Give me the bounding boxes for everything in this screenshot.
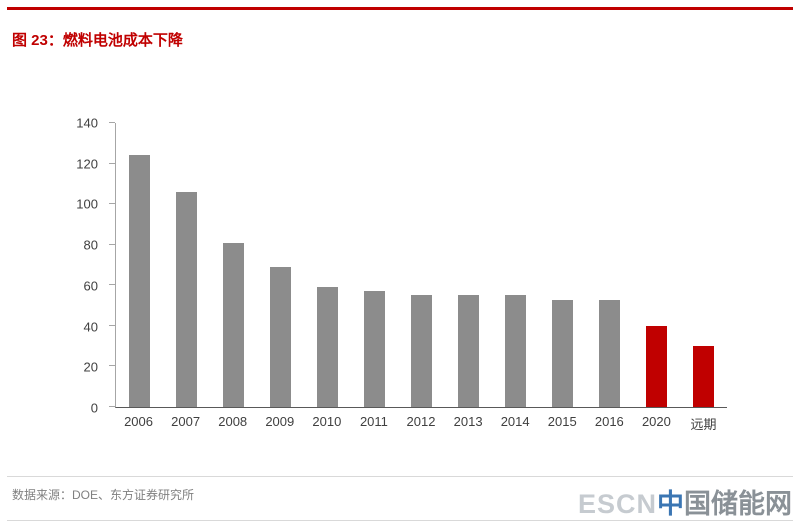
x-tick-label: 2012 — [406, 414, 436, 429]
bar-slot — [586, 123, 633, 407]
bar-2011 — [364, 291, 385, 407]
y-tick-label: 40 — [83, 319, 98, 335]
bar-slot — [539, 123, 586, 407]
plot-area — [109, 122, 727, 408]
bar-2015 — [552, 299, 573, 407]
x-tick-label: 2007 — [171, 414, 201, 429]
bar-slot — [163, 123, 210, 407]
bar-slot — [492, 123, 539, 407]
y-tick-label: 100 — [76, 196, 98, 212]
bar-2009 — [270, 267, 291, 407]
y-tick-label: 60 — [83, 278, 98, 294]
bar-2012 — [411, 295, 432, 407]
y-tick-mark — [109, 284, 115, 286]
y-tick-label: 20 — [83, 359, 98, 375]
bar-2016 — [599, 299, 620, 407]
bar-slot — [398, 123, 445, 407]
y-tick-label: 80 — [83, 237, 98, 253]
x-tick-label: 2008 — [218, 414, 248, 429]
x-axis-labels: 2006 2007 2008 2009 2010 2011 2012 2013 2014 2015… — [115, 414, 727, 433]
bar-2014 — [505, 295, 526, 407]
y-tick-mark — [109, 324, 115, 326]
bar-2013 — [458, 295, 479, 407]
figure-title: 图 23：燃料电池成本下降 — [12, 32, 183, 49]
bar-slot — [257, 123, 304, 407]
x-tick-label: 2014 — [500, 414, 530, 429]
watermark-cn-rest: 国储能网 — [684, 489, 792, 519]
x-tick-label: 2020 — [641, 414, 671, 429]
bar-slot — [304, 123, 351, 407]
bar-slot — [351, 123, 398, 407]
x-tick-label: 2013 — [453, 414, 483, 429]
bar-slot — [445, 123, 492, 407]
bar-2008 — [223, 242, 244, 407]
y-axis: 0 20 40 60 80 100 120 140 — [58, 117, 106, 415]
y-tick-mark — [109, 122, 115, 123]
top-accent-rule — [7, 7, 793, 10]
source-note: 数据来源：DOE、东方证券研究所 — [12, 488, 195, 502]
x-tick-label: 2016 — [594, 414, 624, 429]
x-tick-label: 远期 — [690, 417, 717, 432]
y-tick-marks — [109, 122, 727, 407]
bar-2010 — [317, 287, 338, 407]
x-tick-label: 2009 — [265, 414, 295, 429]
bar-slot — [633, 123, 680, 407]
y-tick-mark — [109, 243, 115, 245]
bar-2006 — [129, 155, 150, 407]
bar-slot — [116, 123, 163, 407]
bar-slot — [210, 123, 257, 407]
watermark-escn-text: ESCN — [577, 489, 657, 519]
bar-2020 — [646, 325, 667, 407]
watermark-cn-first-char: 中 — [657, 489, 684, 519]
footer-divider — [7, 476, 793, 477]
bar-远期 — [693, 346, 714, 407]
y-tick-mark — [109, 162, 115, 164]
y-tick-mark — [109, 406, 115, 407]
x-tick-label: 2011 — [359, 414, 388, 429]
x-tick-label: 2015 — [547, 414, 577, 429]
bottom-rule — [7, 520, 793, 521]
y-tick-label: 0 — [90, 400, 98, 416]
bar-slot — [680, 123, 727, 407]
y-tick-mark — [109, 365, 115, 367]
escn-watermark: ESCN中国储能网 — [577, 489, 792, 520]
x-tick-label: 2010 — [312, 414, 342, 429]
y-tick-mark — [109, 203, 115, 205]
x-tick-label: 2006 — [124, 414, 153, 429]
bar-2007 — [176, 191, 197, 407]
y-tick-label: 120 — [76, 156, 98, 172]
y-tick-label: 140 — [76, 115, 98, 131]
